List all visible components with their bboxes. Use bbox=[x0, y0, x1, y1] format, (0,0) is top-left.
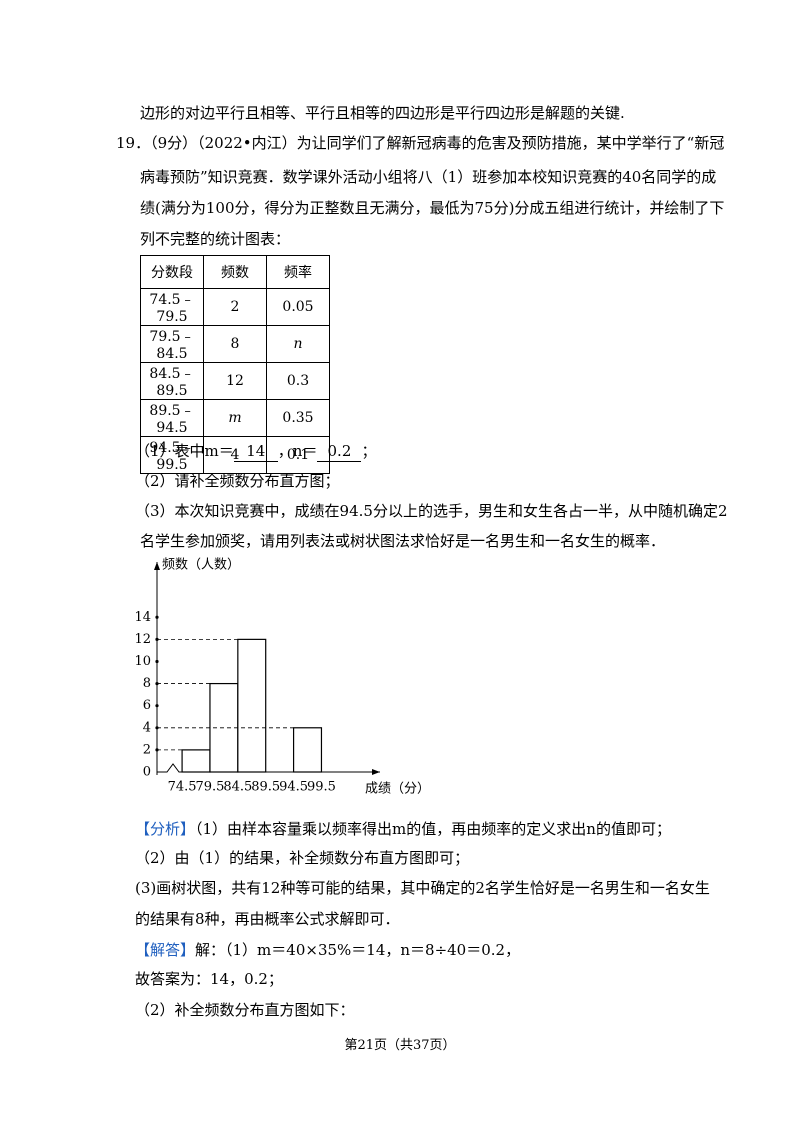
answer-line: （2）补全频数分布直方图如下： bbox=[135, 1001, 355, 1019]
tag: 【解答】 bbox=[135, 941, 196, 959]
frequency-table: 分数段 频数 频率 74.5﹣79.5 2 0.05 79.5﹣84.5 8 n 84.5﹣… bbox=[140, 255, 330, 474]
x-axis-label: 成绩（分） bbox=[365, 782, 430, 797]
question-3: （3）本次知识竞赛中，成绩在94.5分以上的选手，男生和女生各占一半，从中随机确… bbox=[135, 502, 728, 520]
bar bbox=[237, 638, 267, 773]
y-tick-label: 4 bbox=[143, 720, 151, 735]
analysis-line: 的结果有8种，再由概率公式求解即可． bbox=[135, 910, 400, 928]
footer: 第21页（共37页） bbox=[344, 1038, 456, 1053]
y-axis-label: 频数（人数） bbox=[162, 558, 240, 573]
y-tick-label: 0 bbox=[143, 765, 151, 780]
table-cell: n bbox=[266, 325, 330, 363]
text-line: 边形的对边平行且相等、平行且相等的四边形是平行四边形是解题的关键. bbox=[140, 104, 625, 122]
table-row: 94.5﹣99.5 4 0.1 bbox=[140, 436, 330, 474]
y-tick bbox=[155, 659, 159, 664]
text-line: 19．（9分）（2022•内江）为让同学们了解新冠病毒的危害及预防措施，某中学举… bbox=[116, 134, 725, 152]
text: （1）表中m＝ bbox=[135, 442, 234, 460]
table-cell: 0.35 bbox=[266, 399, 330, 437]
x-arrow bbox=[372, 769, 380, 775]
table-cell: 89.5﹣94.5 bbox=[140, 399, 204, 437]
header-cell: 频率 bbox=[266, 255, 330, 289]
text-line: 病毒预防”知识竞赛．数学课外活动小组将八（1）班参加本校知识竞赛的40名同学的成 bbox=[140, 168, 717, 186]
table-row: 89.5﹣94.5 m 0.35 bbox=[140, 399, 330, 437]
table-cell: 94.5﹣99.5 bbox=[140, 436, 204, 474]
y-tick bbox=[155, 704, 159, 708]
y-tick-label: 2 bbox=[143, 742, 151, 757]
y-tick-label: 10 bbox=[134, 654, 151, 669]
analysis-line: (3)画树状图，共有12种等可能的结果，其中确定的2名学生恰好是一名男生和一名女… bbox=[135, 879, 710, 897]
x-tick-label: 79.5 bbox=[195, 780, 224, 795]
table-cell: 0.1 bbox=[266, 436, 330, 474]
y-tick-label: 14 bbox=[134, 610, 151, 625]
question-3: 名学生参加颁奖，请用列表法或树状图法求恰好是一名男生和一名女生的概率． bbox=[140, 532, 666, 550]
x-tick-label: 74.5 bbox=[168, 780, 197, 795]
question-1: （1）表中m＝ 14 ，n＝ 0.2； bbox=[135, 441, 376, 462]
header-cell: 分数段 bbox=[140, 255, 204, 289]
answer-line: 故答案为：14，0.2； bbox=[135, 970, 283, 988]
x-tick-label: 94.5 bbox=[279, 780, 308, 795]
x-tick-label: 99.5 bbox=[307, 780, 336, 795]
table-cell: 0.3 bbox=[266, 362, 330, 400]
x-tick-label: 84.5 bbox=[223, 780, 252, 795]
text-line: 列不完整的统计图表： bbox=[140, 230, 291, 248]
table-cell: 2 bbox=[203, 288, 267, 326]
question-2: （2）请补全频数分布直方图； bbox=[135, 472, 340, 490]
table-cell: 8 bbox=[203, 325, 267, 363]
text: 解：（1）m＝40×35%＝14，n＝8÷40＝0.2， bbox=[195, 941, 521, 959]
y-tick-label: 8 bbox=[143, 676, 151, 691]
table-cell: 4 bbox=[203, 436, 267, 474]
text: （1）由样本容量乘以频率得出m的值，再由频率的定义求出n的值即可； bbox=[195, 820, 671, 838]
table-row: 74.5﹣79.5 2 0.05 bbox=[140, 288, 330, 326]
table-cell: m bbox=[203, 399, 267, 437]
blank: 0.2 bbox=[317, 441, 362, 462]
y-arrow bbox=[154, 562, 160, 570]
text: ； bbox=[361, 442, 377, 460]
header-cell: 频数 bbox=[203, 255, 267, 289]
x-tick-label: 89.5 bbox=[251, 780, 280, 795]
y-tick-label: 6 bbox=[143, 698, 151, 713]
tag: 【分析】 bbox=[135, 820, 196, 838]
analysis-line: （2）由（1）的结果，补全频数分布直方图即可； bbox=[135, 849, 470, 867]
y-tick bbox=[155, 615, 159, 619]
table-cell: 74.5﹣79.5 bbox=[140, 288, 204, 326]
bar bbox=[181, 749, 211, 773]
answer-line: 【解答】解：（1）m＝40×35%＝14，n＝8÷40＝0.2， bbox=[135, 940, 520, 960]
blank: 14 bbox=[233, 441, 278, 462]
table-cell: 84.5﹣89.5 bbox=[140, 362, 204, 400]
table-row: 79.5﹣84.5 8 n bbox=[140, 325, 330, 363]
text-line: 绩(满分为100分，得分为正整数且无满分，最低为75分)分成五组进行统计，并绘制… bbox=[140, 199, 725, 217]
y-tick-label: 12 bbox=[134, 632, 151, 647]
text: ，n＝ bbox=[277, 442, 318, 460]
analysis-line: 【分析】（1）由样本容量乘以频率得出m的值，再由频率的定义求出n的值即可； bbox=[135, 819, 671, 839]
table-header: 分数段 频数 频率 bbox=[140, 255, 330, 289]
bar bbox=[292, 727, 323, 773]
table-cell: 79.5﹣84.5 bbox=[140, 325, 204, 363]
